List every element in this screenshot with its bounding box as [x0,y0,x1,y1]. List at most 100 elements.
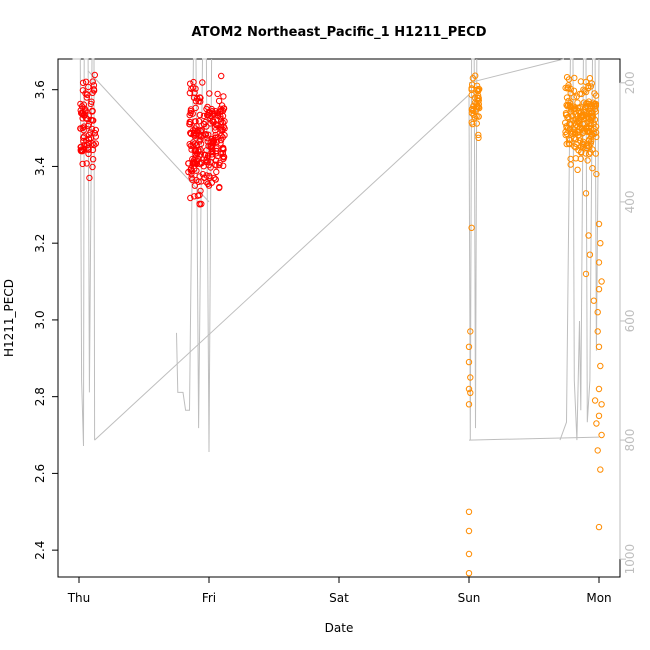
data-point [86,174,93,182]
data-point [78,147,85,155]
data-point [202,118,209,126]
data-point [588,117,595,124]
data-point [565,97,572,105]
data-point [565,84,572,91]
data-point [566,140,573,148]
data-point [89,156,97,163]
data-point [214,90,221,98]
data-point [595,343,603,350]
data-point [597,240,604,247]
y2-tick-label: 600 [623,310,637,333]
data-point [572,136,580,143]
x-tick-label: Sat [329,591,349,605]
y2-axis-altitude: 200 400 600 800 1000 [619,71,637,574]
data-point [217,105,224,113]
data-point [594,309,601,316]
data-point [563,130,571,138]
data-point [188,146,195,153]
data-point [595,220,603,228]
data-point [467,374,474,381]
data-point [187,166,194,174]
data-point [82,108,89,115]
data-point [190,159,197,166]
data-point [195,178,202,186]
altitude-series [72,58,600,453]
data-point [199,79,206,86]
data-point [79,115,86,122]
data-point [574,118,581,125]
data-point [567,89,574,97]
data-point [597,362,604,370]
data-point [465,570,473,577]
data-point [473,106,480,113]
y-tick-label: 3.0 [33,310,47,329]
data-point [475,134,482,142]
altitude-line-transit [94,58,478,441]
data-point [196,153,203,160]
data-point [187,80,194,87]
data-point [82,90,89,97]
data-point [80,127,87,134]
data-point [588,114,596,121]
y2-tick-label: 800 [623,429,637,452]
data-point [192,146,199,154]
data-point [567,108,574,115]
x-axis: Thu Fri Sat Sun Mon [67,576,612,605]
data-point [563,94,571,101]
data-point [88,98,95,105]
data-point [204,152,212,160]
data-point [465,343,473,350]
data-point [206,90,213,97]
altitude-line-base [468,436,600,441]
data-point [468,105,476,113]
data-point [592,123,600,130]
data-point [577,116,584,124]
data-point [597,466,604,473]
data-point [82,78,90,86]
data-point [91,130,99,137]
data-point [209,118,216,125]
data-point [219,119,226,126]
data-point [195,98,202,105]
data-point [190,94,198,101]
data-point [202,152,209,159]
data-point [87,129,94,136]
chart-title: ATOM2 Northeast_Pacific_1 H1211_PECD [191,25,486,40]
data-point [467,328,474,335]
data-point [586,75,594,82]
data-point [80,137,87,145]
data-point [581,108,588,116]
data-point [595,286,603,293]
data-point [189,84,197,91]
data-point [593,133,600,141]
data-point [89,89,96,97]
data-point [583,142,591,150]
data-point [565,136,573,143]
data-point [211,110,219,117]
data-point [570,94,577,101]
data-point [85,150,92,158]
data-point [567,155,574,163]
data-point [587,83,595,90]
data-point [563,124,570,131]
data-point [572,111,579,118]
data-point [573,93,580,100]
data-point [197,136,204,143]
data-point [194,126,202,134]
data-point [191,182,199,189]
data-point [198,200,205,208]
data-point [89,140,96,147]
data-point [79,160,86,168]
data-point [83,94,91,101]
data-point [203,156,210,164]
data-point [212,131,219,139]
data-point [473,113,480,120]
data-point [213,157,220,164]
x-tick-label: Mon [586,591,611,605]
data-point [475,131,482,139]
altitude-line-thursday [72,58,96,447]
data-point [208,151,216,158]
data-point [585,109,593,117]
data-point [210,138,217,145]
